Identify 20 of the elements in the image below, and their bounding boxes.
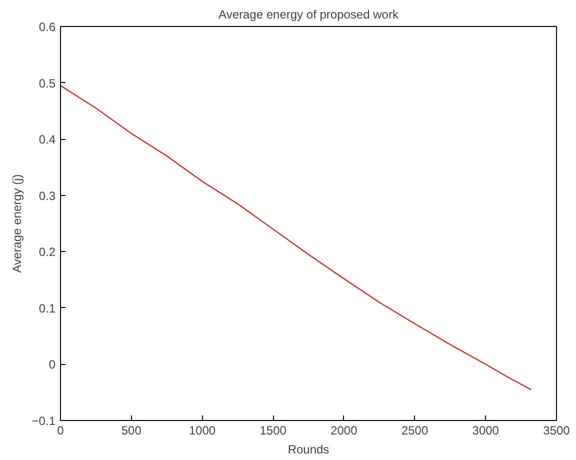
y-axis-title: Average energy (j) xyxy=(10,174,24,273)
x-tick-label: 2500 xyxy=(401,424,428,438)
x-tick-label: 1500 xyxy=(260,424,287,438)
line-series xyxy=(60,85,532,390)
y-tick-label: 0.2 xyxy=(38,245,56,260)
chart-title: Average energy of proposed work xyxy=(218,8,400,22)
y-tick-label: 0.3 xyxy=(38,188,56,203)
x-axis-title: Rounds xyxy=(288,442,330,456)
x-tick-label: 1000 xyxy=(188,424,216,438)
x-tick-label: 0 xyxy=(57,424,64,438)
x-tick-label: 3000 xyxy=(472,424,500,438)
x-tick-label: 500 xyxy=(121,424,142,438)
y-tick-label: 0 xyxy=(48,358,56,372)
x-tick-label: 3500 xyxy=(543,424,570,438)
y-tick-label: 0.5 xyxy=(38,76,56,90)
y-tick-label: −0.1 xyxy=(32,414,56,428)
y-tick-label: 0.6 xyxy=(38,20,56,34)
y-tick-label: 0.4 xyxy=(38,132,56,147)
x-tick-label: 2000 xyxy=(330,424,358,438)
y-tick-label: 0.1 xyxy=(38,301,56,316)
